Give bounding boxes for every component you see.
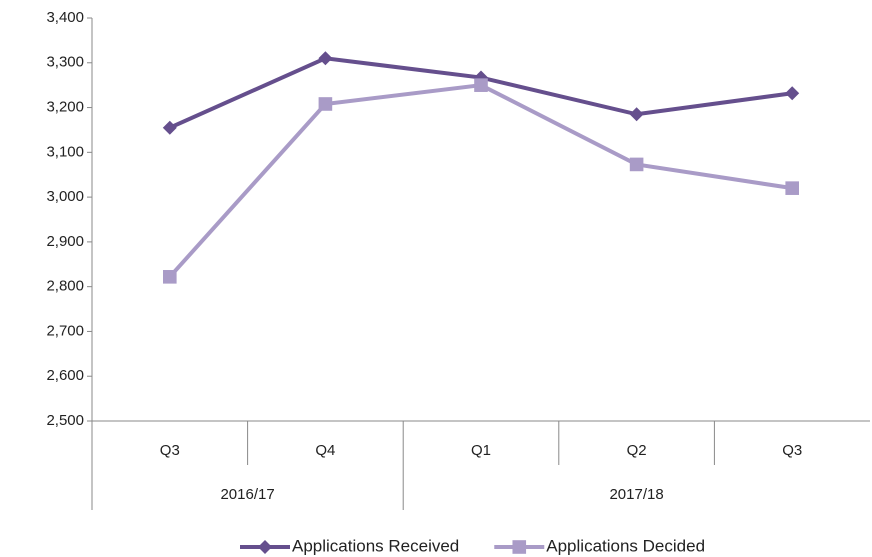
marker <box>318 51 333 66</box>
x-tick-label: Q3 <box>782 442 802 459</box>
x-tick-label: Q1 <box>471 442 491 459</box>
y-tick-label: 2,600 <box>46 367 84 384</box>
x-tick-label: Q3 <box>160 442 180 459</box>
marker <box>474 78 488 92</box>
marker <box>785 181 799 195</box>
y-tick-label: 3,200 <box>46 99 84 116</box>
y-tick-label: 2,800 <box>46 278 84 295</box>
x-tick-label: Q4 <box>315 442 335 459</box>
marker <box>785 86 800 101</box>
marker <box>163 270 177 284</box>
legend-marker <box>258 540 272 554</box>
legend-label: Applications Received <box>292 536 459 555</box>
y-tick-label: 3,300 <box>46 54 84 71</box>
y-tick-label: 2,900 <box>46 233 84 250</box>
y-tick-label: 3,100 <box>46 143 84 160</box>
legend-label: Applications Decided <box>546 536 705 555</box>
marker <box>318 97 333 111</box>
series-line <box>168 56 793 130</box>
legend-marker <box>512 540 527 554</box>
group-label: 2017/18 <box>609 486 663 503</box>
x-tick-label: Q2 <box>627 442 647 459</box>
series-line <box>168 83 793 279</box>
marker <box>629 157 644 172</box>
marker <box>162 120 177 135</box>
marker <box>629 107 644 122</box>
y-tick-label: 2,700 <box>46 322 84 339</box>
y-tick-label: 3,000 <box>46 188 84 205</box>
group-label: 2016/17 <box>220 486 274 503</box>
y-tick-label: 3,400 <box>46 9 84 26</box>
y-tick-label: 2,500 <box>46 412 84 429</box>
